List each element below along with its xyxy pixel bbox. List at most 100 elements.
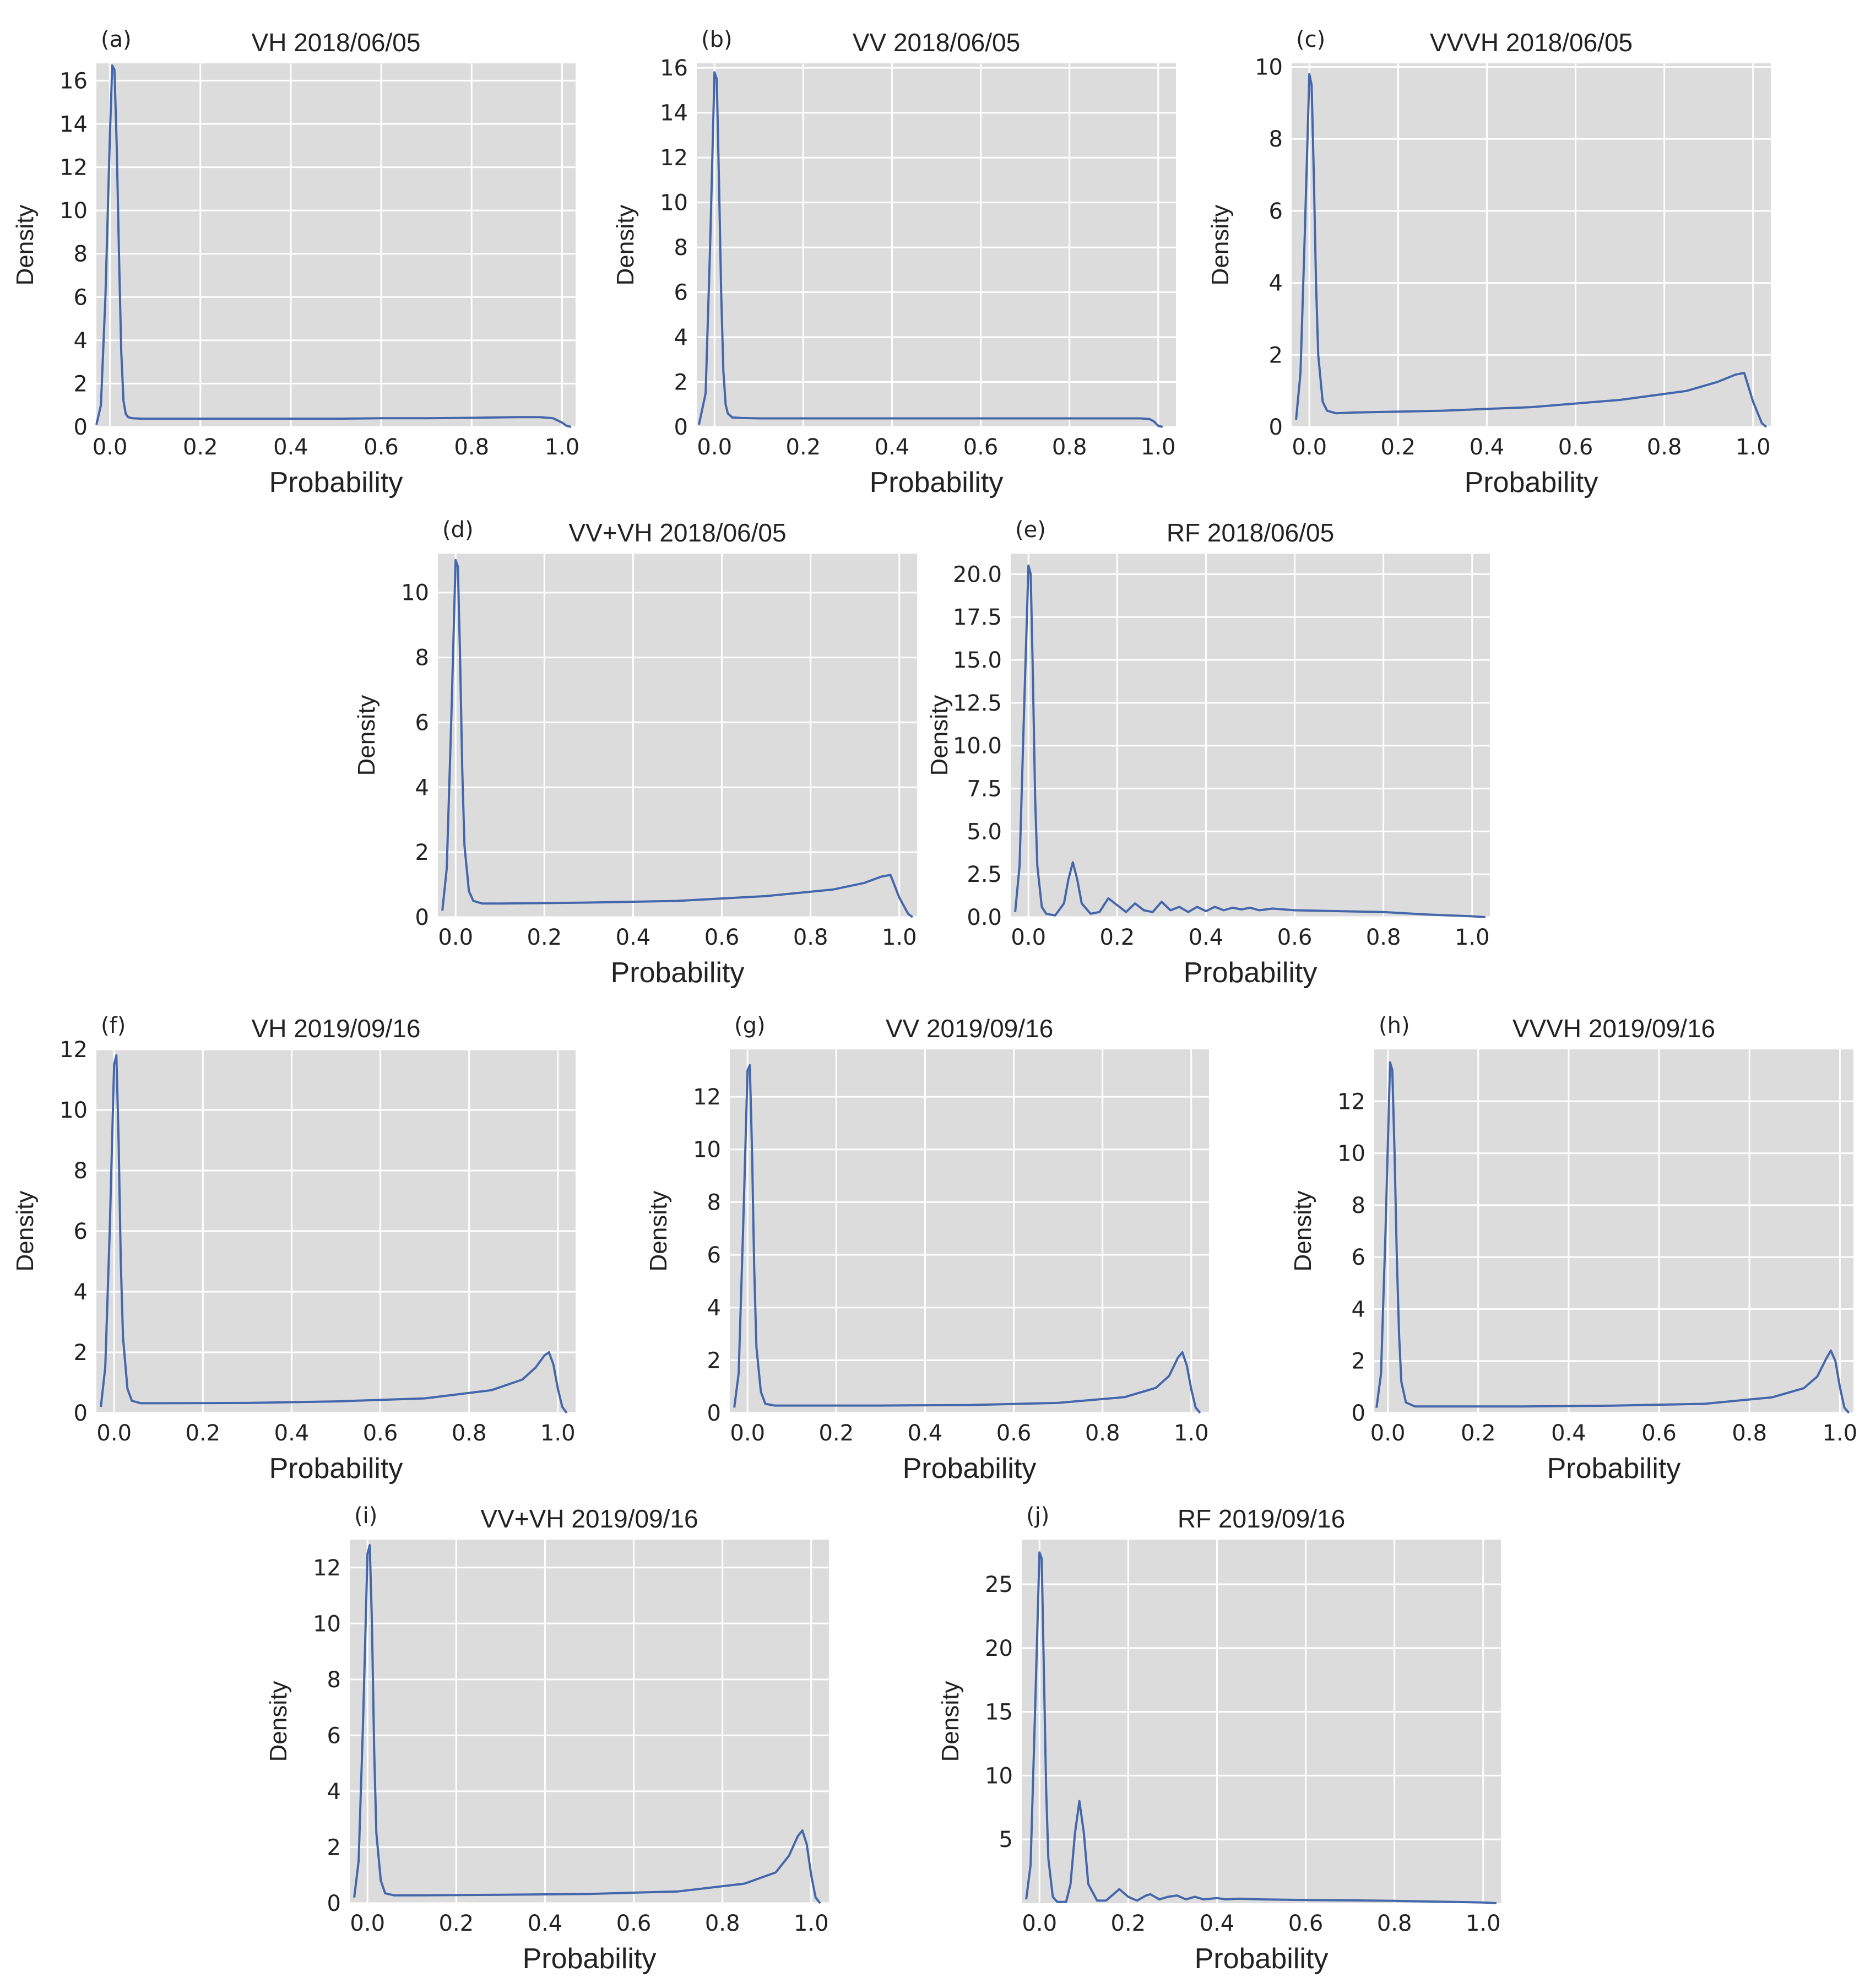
y-tick-label: 8 xyxy=(1352,1193,1365,1218)
y-tick-label: 6 xyxy=(674,280,688,306)
y-tick-label: 10 xyxy=(660,191,688,216)
x-tick-label: 0.8 xyxy=(1732,1421,1767,1446)
x-tick-label: 0.0 xyxy=(438,925,473,950)
density-curve xyxy=(733,1064,1201,1414)
x-tick-label: 0.8 xyxy=(1085,1421,1120,1446)
y-tick-label: 6 xyxy=(707,1243,721,1268)
x-axis-label: Probability xyxy=(870,467,1004,499)
x-tick-label: 0.6 xyxy=(1288,1911,1324,1936)
chart-title: VH 2019/09/16 xyxy=(252,1014,421,1043)
y-tick-label: 2 xyxy=(74,371,88,397)
x-tick-label: 0.8 xyxy=(1052,435,1087,460)
plot-area xyxy=(697,63,1176,427)
y-tick-label: 8 xyxy=(327,1667,341,1693)
y-tick-label: 0 xyxy=(674,415,688,440)
y-tick-label: 2.5 xyxy=(967,862,1002,887)
x-tick-label: 0.6 xyxy=(363,1421,398,1446)
y-tick-label: 25 xyxy=(985,1572,1013,1597)
x-tick-label: 0.6 xyxy=(996,1421,1032,1446)
density-curve xyxy=(441,559,914,918)
y-tick-label: 0 xyxy=(74,1401,88,1426)
x-tick-label: 0.8 xyxy=(1377,1911,1412,1936)
x-tick-label: 0.2 xyxy=(186,1421,221,1446)
density-curve xyxy=(698,71,1163,428)
x-tick-label: 0.0 xyxy=(1011,925,1046,950)
y-tick-label: 2 xyxy=(415,840,429,865)
y-tick-label: 12 xyxy=(693,1085,721,1110)
y-tick-label: 16 xyxy=(59,68,88,94)
y-tick-label: 10 xyxy=(693,1137,721,1163)
panel-label: (d) xyxy=(442,517,474,543)
panel-label: (i) xyxy=(354,1503,377,1529)
y-tick-label: 15.0 xyxy=(953,648,1002,673)
panel-d: 0.0 0.2 0.4 0.6 0.8 1.0 0 2 4 6 8 10 VV+VH 2018/06/0… xyxy=(353,517,917,989)
y-tick-label: 8 xyxy=(1269,127,1283,152)
y-tick-label: 12 xyxy=(313,1556,341,1581)
y-tick-label: 4 xyxy=(415,775,429,800)
x-tick-label: 0.6 xyxy=(364,435,399,460)
x-axis-label: Probability xyxy=(269,1453,403,1485)
x-tick-label: 0.0 xyxy=(1022,1911,1057,1936)
y-axis-label: Density xyxy=(265,1681,292,1762)
y-tick-label: 5.0 xyxy=(967,819,1002,844)
x-tick-label: 0.8 xyxy=(1366,925,1401,950)
plot-area xyxy=(1011,554,1490,917)
y-tick-label: 6 xyxy=(1269,199,1283,224)
plot-area xyxy=(1374,1049,1853,1413)
y-tick-label: 6 xyxy=(74,1219,88,1244)
y-axis-label: Density xyxy=(1289,1191,1316,1272)
y-tick-label: 2 xyxy=(74,1340,88,1366)
chart-title: RF 2018/06/05 xyxy=(1167,518,1334,547)
x-tick-label: 0.4 xyxy=(1200,1911,1235,1936)
y-tick-label: 8 xyxy=(415,646,429,671)
y-axis-label: Density xyxy=(612,205,639,286)
x-tick-label: 1.0 xyxy=(882,925,917,950)
x-tick-label: 0.6 xyxy=(1641,1421,1677,1446)
x-axis-label: Probability xyxy=(1465,467,1598,499)
x-tick-label: 1.0 xyxy=(1141,435,1176,460)
x-tick-label: 0.2 xyxy=(1100,925,1135,950)
y-tick-label: 4 xyxy=(74,1280,88,1305)
panel-label: (b) xyxy=(701,27,733,52)
y-tick-label: 10 xyxy=(313,1611,341,1637)
chart-title: VVVH 2018/06/05 xyxy=(1430,28,1633,57)
panel-label: (f) xyxy=(101,1013,126,1038)
panel-label: (h) xyxy=(1379,1013,1410,1038)
y-tick-label: 6 xyxy=(327,1723,341,1748)
x-tick-label: 1.0 xyxy=(1466,1911,1501,1936)
x-tick-label: 0.8 xyxy=(705,1911,740,1936)
x-tick-label: 1.0 xyxy=(794,1911,829,1936)
panel-b: 0.0 0.2 0.4 0.6 0.8 1.0 0 2 4 6 8 10 12 14 16 VV 2018/0… xyxy=(612,27,1176,499)
y-axis-label: Density xyxy=(1207,205,1234,286)
x-axis-label: Probability xyxy=(269,467,403,499)
y-tick-label: 4 xyxy=(327,1779,341,1805)
panel-g: 0.0 0.2 0.4 0.6 0.8 1.0 0 2 4 6 8 10 12 VV 2019/09/16… xyxy=(645,1013,1209,1485)
y-tick-label: 4 xyxy=(1269,271,1283,296)
y-tick-label: 0.0 xyxy=(967,905,1002,930)
chart-title: VV 2019/09/16 xyxy=(886,1014,1053,1043)
chart-title: VV+VH 2018/06/05 xyxy=(568,518,786,547)
plot-area xyxy=(350,1540,829,1903)
x-tick-label: 0.0 xyxy=(96,1421,132,1446)
x-tick-label: 0.0 xyxy=(1292,435,1327,460)
x-tick-label: 0.6 xyxy=(1558,435,1593,460)
plot-area xyxy=(96,63,576,427)
x-tick-label: 0.6 xyxy=(963,435,999,460)
y-tick-label: 16 xyxy=(660,56,688,81)
density-curve xyxy=(95,64,572,428)
x-axis-label: Probability xyxy=(523,1943,657,1975)
x-tick-label: 0.2 xyxy=(527,925,562,950)
panel-label: (a) xyxy=(101,27,132,52)
y-tick-label: 10 xyxy=(1255,55,1283,80)
y-tick-label: 5 xyxy=(999,1827,1013,1852)
y-tick-label: 4 xyxy=(1352,1297,1365,1322)
y-tick-label: 12 xyxy=(1337,1089,1365,1114)
y-tick-label: 0 xyxy=(74,415,88,440)
y-tick-label: 0 xyxy=(707,1401,721,1426)
y-axis-label: Density xyxy=(926,695,953,776)
x-tick-label: 1.0 xyxy=(1174,1421,1209,1446)
y-axis-label: Density xyxy=(937,1681,964,1762)
y-tick-label: 12.5 xyxy=(953,691,1002,716)
x-tick-label: 0.8 xyxy=(1647,435,1682,460)
